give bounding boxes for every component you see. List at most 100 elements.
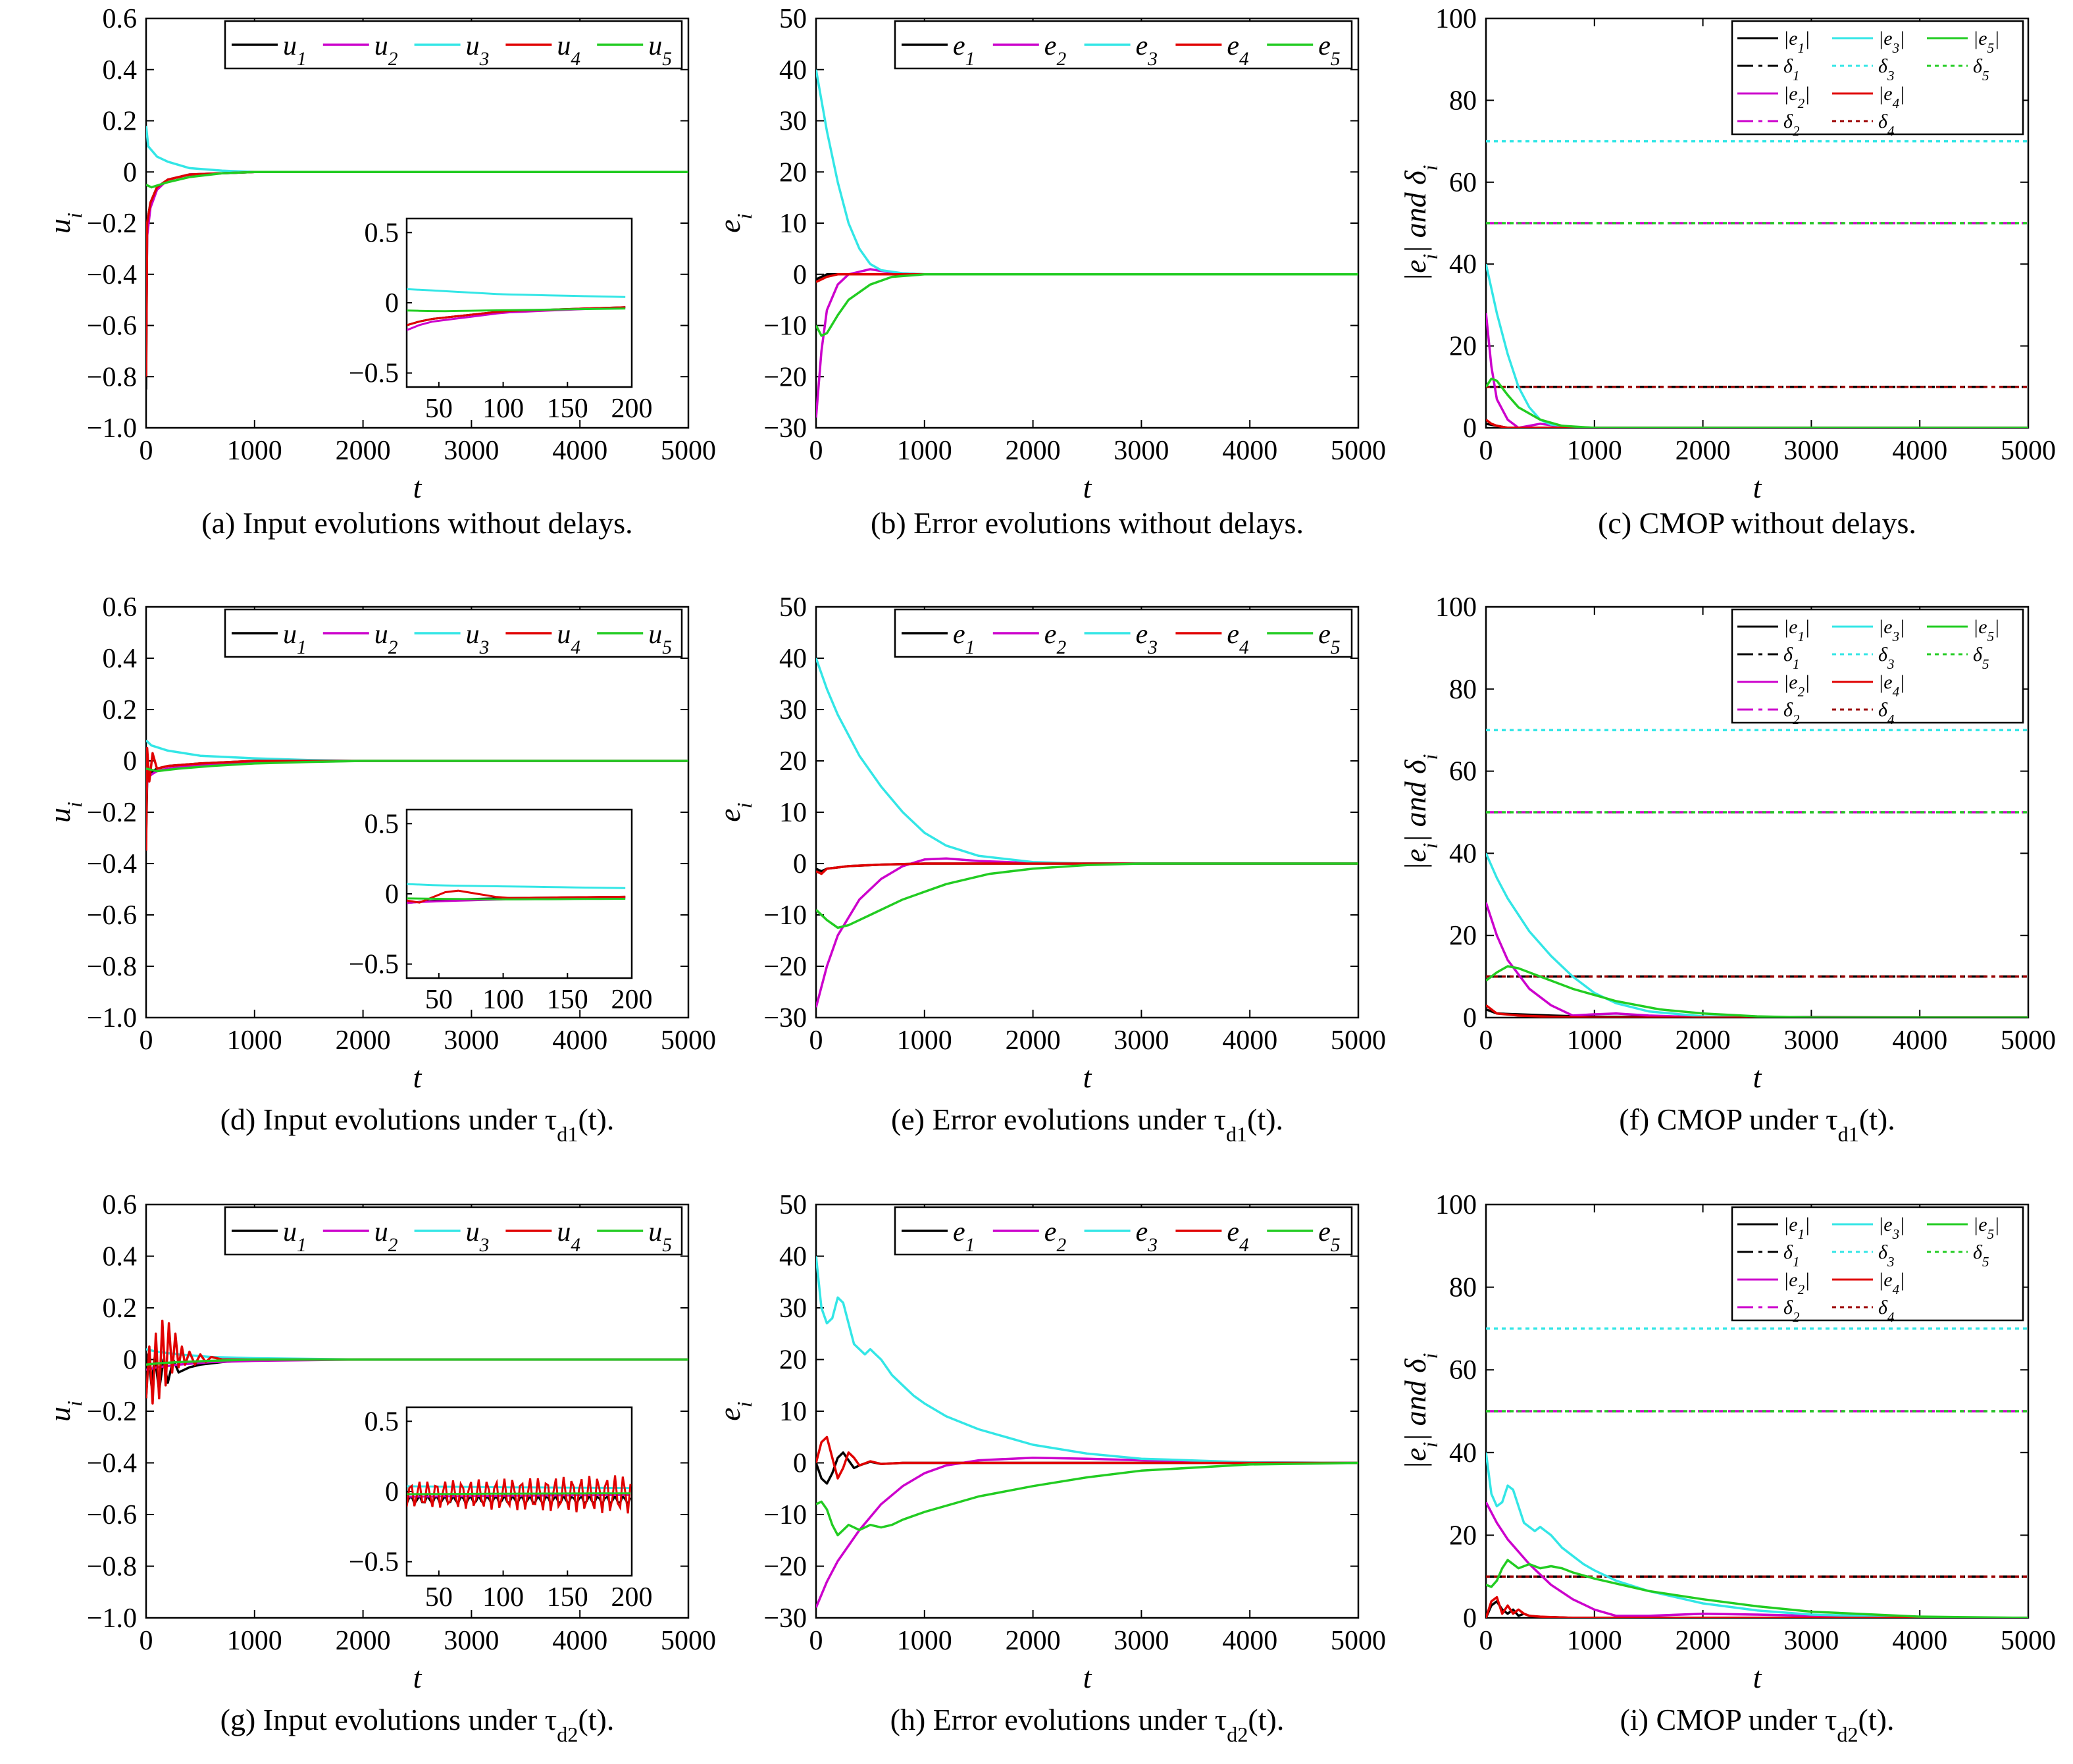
y-tick-label: 20 bbox=[1449, 332, 1477, 362]
y-tick-label: −20 bbox=[763, 952, 807, 982]
series-line-e4 bbox=[816, 862, 1358, 875]
y-axis-label: ui bbox=[43, 213, 86, 234]
legend: e1 e2 e3 e4 e5 bbox=[894, 1206, 1353, 1256]
legend-entry: δ5 bbox=[1973, 644, 1989, 672]
series-line-e2 bbox=[1486, 1501, 2028, 1618]
legend-entry: δ2 bbox=[1783, 1297, 1800, 1325]
panel-caption: (f) CMOP under τd1(t). bbox=[1619, 1102, 1895, 1146]
x-tick-label: 1000 bbox=[897, 1626, 952, 1656]
x-tick-label: 5000 bbox=[661, 1025, 716, 1056]
y-tick-label: 40 bbox=[779, 644, 807, 674]
legend-entry: δ1 bbox=[1783, 1241, 1799, 1270]
x-tick-label: 3000 bbox=[1113, 436, 1169, 466]
legend-entry: u1 bbox=[283, 619, 307, 658]
y-axis-label: ei bbox=[713, 802, 756, 821]
series-line-e2 bbox=[1486, 313, 2028, 428]
y-tick-label: 40 bbox=[1449, 249, 1477, 280]
panel-caption: (i) CMOP under τd2(t). bbox=[1620, 1703, 1895, 1746]
legend-entry: δ1 bbox=[1783, 55, 1799, 84]
legend-entry: u3 bbox=[466, 1217, 490, 1256]
series-line-u3 bbox=[146, 739, 688, 762]
x-tick-label: 1000 bbox=[897, 436, 952, 466]
series-group bbox=[146, 126, 688, 390]
legend-entry: |e3| bbox=[1878, 616, 1905, 644]
legend-entry: δ2 bbox=[1783, 111, 1800, 139]
legend-entry: e5 bbox=[1318, 31, 1340, 70]
y-tick-label: −20 bbox=[763, 362, 807, 392]
x-tick-label: 0 bbox=[809, 436, 823, 466]
y-tick-label: 0.6 bbox=[103, 4, 138, 34]
x-tick-label: 1000 bbox=[1567, 1025, 1622, 1056]
y-tick-label: 40 bbox=[1449, 839, 1477, 869]
y-tick-label: 20 bbox=[779, 746, 807, 777]
x-tick-label: 2000 bbox=[1676, 1626, 1731, 1656]
y-tick-label: −10 bbox=[763, 311, 807, 342]
y-axis-label: ei bbox=[713, 1401, 756, 1420]
y-axis-label: |ei| and δi bbox=[1398, 165, 1442, 282]
series-line-u5 bbox=[146, 170, 688, 189]
inset-x-tick-label: 50 bbox=[425, 985, 453, 1015]
series-line-u2 bbox=[146, 760, 688, 813]
legend-entry: δ5 bbox=[1973, 1241, 1989, 1270]
legend-entry: e1 bbox=[953, 1217, 975, 1256]
y-tick-label: −0.6 bbox=[87, 1500, 137, 1530]
legend-entry: e5 bbox=[1318, 1217, 1340, 1256]
y-tick-label: 50 bbox=[779, 4, 807, 34]
y-tick-label: 100 bbox=[1435, 592, 1477, 623]
x-axis-label: t bbox=[1083, 471, 1092, 504]
series-line-e3 bbox=[1486, 263, 2028, 428]
x-tick-label: 2000 bbox=[336, 436, 391, 466]
legend-entry: δ5 bbox=[1973, 55, 1989, 84]
plot-frame bbox=[815, 17, 1360, 429]
series-line-u3 bbox=[146, 126, 688, 174]
y-tick-label: 0 bbox=[1463, 1003, 1477, 1033]
legend-entry: u2 bbox=[374, 1217, 398, 1256]
y-tick-label: −0.2 bbox=[87, 1397, 137, 1427]
x-tick-label: 4000 bbox=[1892, 1626, 1947, 1656]
y-tick-label: 80 bbox=[1449, 1273, 1477, 1303]
x-tick-label: 4000 bbox=[1222, 1626, 1277, 1656]
y-tick-label: 40 bbox=[779, 1242, 807, 1272]
legend: |e1| |e3| |e5| δ1 δ3 δ5 |e2| |e4| δ2 δ4 bbox=[1731, 608, 2024, 727]
series-group bbox=[816, 1256, 1358, 1608]
y-tick-label: 50 bbox=[779, 592, 807, 623]
x-tick-label: 4000 bbox=[552, 436, 607, 466]
legend-entry: |e4| bbox=[1878, 1269, 1905, 1297]
x-tick-label: 3000 bbox=[1113, 1025, 1169, 1056]
legend-entry: |e4| bbox=[1878, 83, 1905, 111]
y-tick-label: 0.6 bbox=[103, 592, 138, 623]
panel-c: 0 1000 2000 3000 4000 5000 100 80 60 40 20 0 t |ei| a… bbox=[1398, 4, 2056, 540]
series-line-e5 bbox=[1486, 965, 2028, 1018]
plot-frame bbox=[815, 1203, 1360, 1619]
y-tick-label: 0 bbox=[123, 157, 137, 188]
y-tick-label: 0.4 bbox=[103, 644, 138, 674]
series-line-e1 bbox=[816, 1451, 1358, 1485]
x-tick-label: 3000 bbox=[1783, 1025, 1839, 1056]
legend-entry: e1 bbox=[953, 31, 975, 70]
legend-entry: e2 bbox=[1044, 619, 1067, 658]
series-group bbox=[816, 658, 1358, 1008]
x-axis-label: t bbox=[413, 471, 422, 504]
y-tick-label: −0.2 bbox=[87, 798, 137, 828]
legend-box bbox=[1731, 20, 2024, 136]
legend-entry: u1 bbox=[283, 1217, 307, 1256]
legend-entry: |e2| bbox=[1783, 83, 1810, 111]
series-line-e4 bbox=[816, 1436, 1358, 1480]
legend-entry: u3 bbox=[466, 31, 490, 70]
legend-entry: u1 bbox=[283, 31, 307, 70]
legend-entry: δ4 bbox=[1878, 1297, 1895, 1325]
x-tick-label: 4000 bbox=[1222, 436, 1277, 466]
x-tick-label: 1000 bbox=[1567, 436, 1622, 466]
inset-frame bbox=[405, 808, 633, 979]
inset-x-tick-label: 100 bbox=[482, 394, 524, 424]
y-tick-label: 60 bbox=[1449, 168, 1477, 198]
x-axis-label: t bbox=[1083, 1060, 1092, 1094]
y-tick-label: 20 bbox=[1449, 1520, 1477, 1551]
x-tick-label: 5000 bbox=[661, 436, 716, 466]
plot-frame bbox=[815, 606, 1360, 1019]
legend-entry: |e2| bbox=[1783, 1269, 1810, 1297]
legend-entry: e3 bbox=[1136, 31, 1158, 70]
x-tick-label: 2000 bbox=[1676, 1025, 1731, 1056]
legend-entry: e2 bbox=[1044, 31, 1067, 70]
legend-entry: |e1| bbox=[1783, 1214, 1810, 1242]
